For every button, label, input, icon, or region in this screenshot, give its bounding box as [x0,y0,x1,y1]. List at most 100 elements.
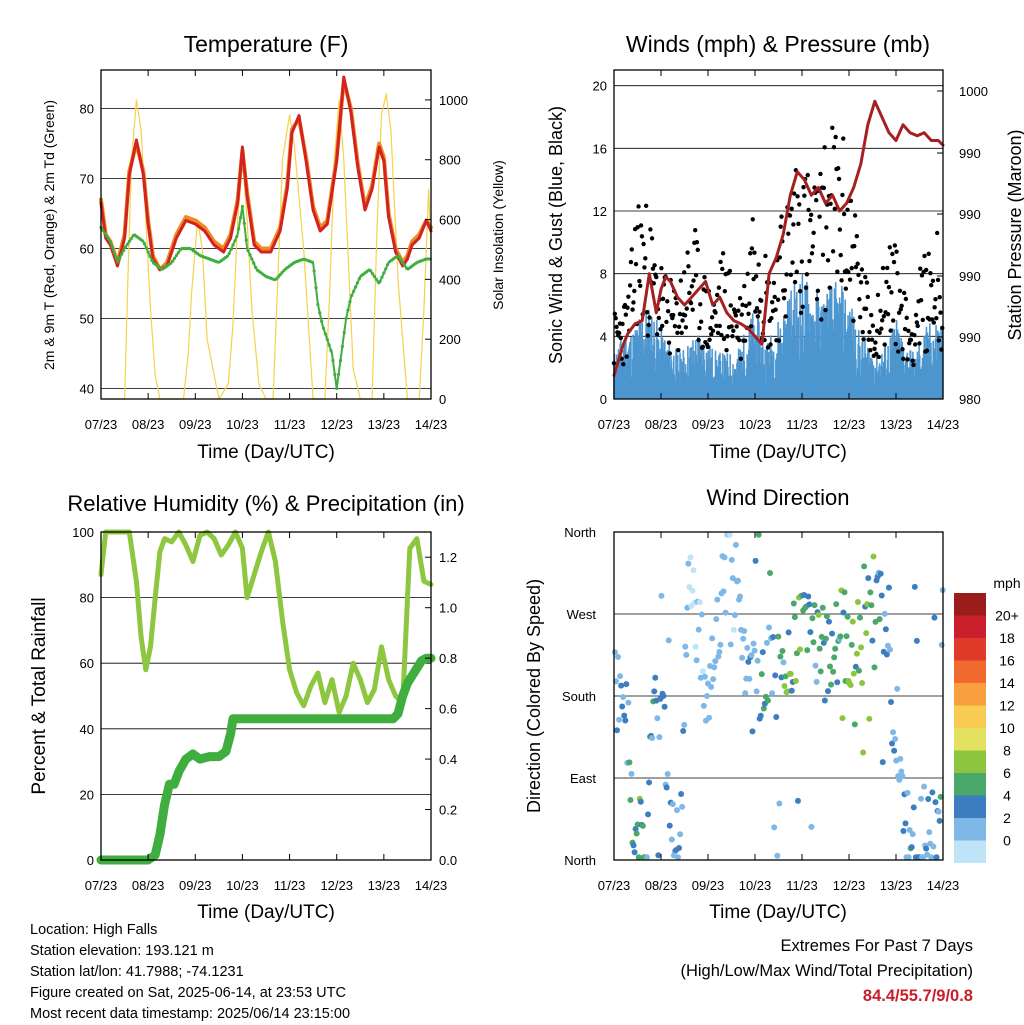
dewpoint-point [150,258,154,262]
direction-point [859,680,866,687]
direction-point [853,650,860,657]
gust-point [665,299,670,304]
gust-point [879,318,885,323]
x-tick-label: 10/23 [739,417,772,432]
gust-point [671,312,676,318]
gust-point [742,283,747,289]
gust-point [863,306,869,311]
y-tick-label: 100 [72,525,94,540]
temperature-panel: Temperature (F) Time (Day/UTC) 2m & 9m T… [41,31,506,463]
gust-point [840,192,845,198]
direction-point [828,681,835,688]
direction-point [935,808,942,815]
x-tick-label: 07/23 [598,417,631,432]
gust-point [716,285,722,290]
direction-point [663,784,670,791]
x-tick-label: 12/23 [833,417,866,432]
y-tick-label: 4 [600,329,607,344]
direction-point [911,583,918,590]
gust-point [804,272,810,277]
gust-point [743,303,749,308]
gust-point [876,354,881,360]
dewpoint-point [369,269,373,273]
dewpoint-point [335,386,339,391]
gust-point [740,302,745,308]
x-tick-label: 08/23 [132,417,165,432]
direction-point [869,637,876,644]
direction-point [616,716,623,723]
x-tick-label: 08/23 [132,878,165,893]
gust-point [881,314,887,319]
gust-point [720,251,726,256]
gust-point [896,349,901,354]
gust-point [889,290,894,295]
direction-point [923,845,930,852]
direction-point [815,611,822,618]
gust-point [789,206,794,211]
dewpoint-point [353,285,358,289]
gust-point [650,266,656,271]
x-tick-label: 08/23 [645,878,678,893]
gust-point [633,261,639,267]
gust-point [808,212,814,218]
direction-point [716,648,723,655]
x-tick-label: 07/23 [85,417,118,432]
gust-point [686,264,691,269]
dewpoint-point [348,300,352,304]
gust-point [823,307,828,313]
gust-point [702,275,707,280]
dewpoint-point [231,243,235,247]
gust-point [754,305,760,311]
gust-point [730,333,735,339]
humidity-line [98,529,434,715]
gust-point [698,302,703,307]
legend-label: 10 [999,720,1015,736]
gust-point [897,288,903,294]
legend-label: 2 [1003,810,1011,826]
gust-point [782,288,788,293]
dewpoint-point [357,277,361,281]
gust-point [896,310,902,316]
gust-point [808,217,813,223]
x-tick-label: 12/23 [320,878,353,893]
direction-point [681,721,688,728]
direction-point [908,844,915,851]
direction-point [804,647,811,654]
y-tick-label: 80 [80,102,94,117]
gust-point [835,269,840,274]
gust-point [825,258,831,263]
gust-point [847,277,853,282]
gust-point [695,247,700,253]
direction-point [698,611,705,618]
dewpoint-point [254,265,258,269]
x-tick-label: 13/23 [368,417,401,432]
dewpoint-point [312,269,316,273]
direction-point [766,624,773,631]
y-tick-label: East [570,771,596,786]
gust-point [820,252,826,258]
direction-ticks: 07/23 08/23 09/23 10/23 11/23 12/23 13/23 14/23… [562,525,959,893]
gust-point [688,300,694,306]
gust-point [899,303,904,309]
gust-point [643,203,649,208]
legend-swatch [954,795,986,818]
gust-point [908,337,914,343]
direction-point [921,783,928,790]
gust-point [749,246,755,251]
dewpoint-point [112,251,116,255]
direction-point [827,663,834,670]
dewpoint-point [227,251,231,255]
gust-point [870,323,876,328]
gust-point [759,298,764,303]
direction-point [646,779,653,786]
gust-point [918,297,924,303]
y2-tick-label: 990 [959,269,981,284]
direction-point [628,770,635,777]
direction-point [790,600,797,607]
direction-point [630,842,637,849]
legend-label: 6 [1003,765,1011,781]
gust-point [821,185,827,191]
gust-point [891,259,897,265]
plot-frame [100,531,432,861]
gust-point [854,233,860,239]
